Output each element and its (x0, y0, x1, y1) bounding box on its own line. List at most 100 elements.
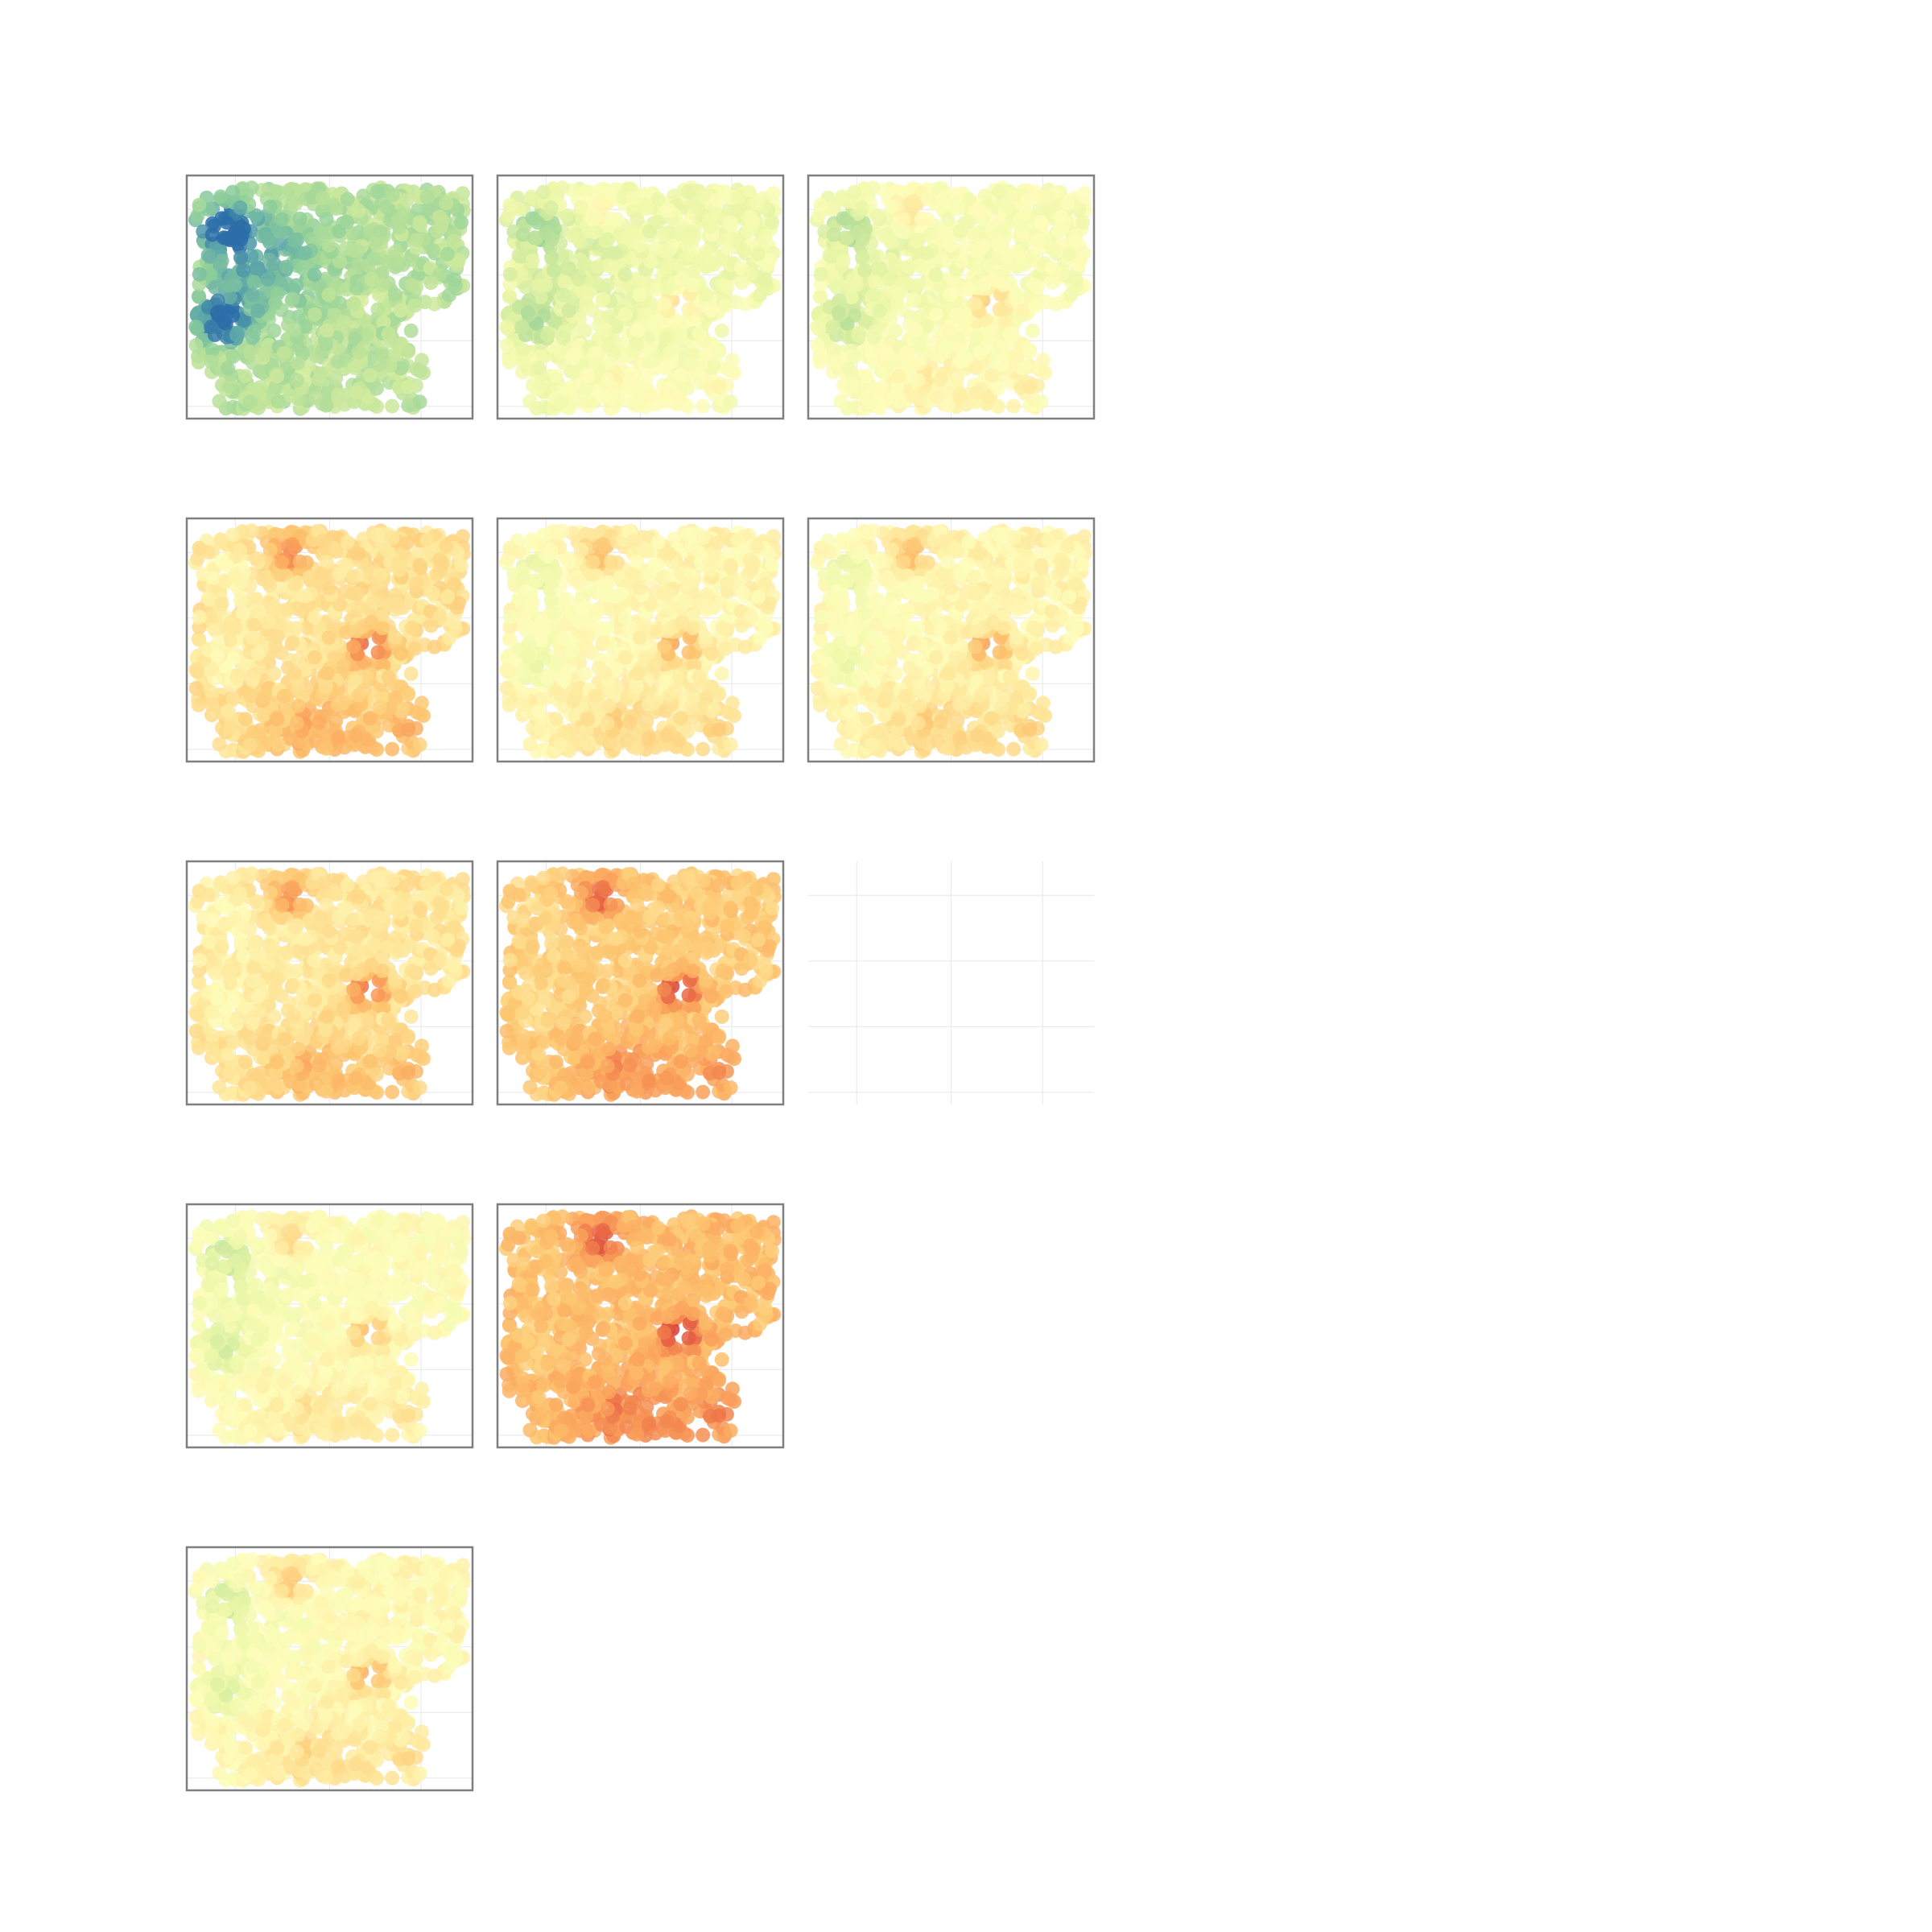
data-point (561, 303, 576, 319)
facet-panel-3 (807, 174, 1096, 420)
data-point (270, 737, 286, 752)
data-point (385, 530, 400, 545)
data-point (840, 215, 856, 230)
data-point (250, 646, 266, 662)
data-point (349, 243, 365, 258)
data-point (204, 354, 219, 369)
data-point (222, 378, 237, 394)
data-point (387, 630, 402, 645)
data-point (530, 215, 545, 230)
data-point (1034, 394, 1049, 410)
data-point (568, 346, 583, 361)
data-point (970, 385, 985, 400)
data-point (698, 287, 713, 302)
data-point (214, 254, 229, 269)
data-point (630, 212, 645, 227)
data-point (673, 368, 688, 383)
data-point (412, 215, 427, 230)
data-point (712, 344, 726, 359)
data-point (555, 330, 571, 345)
data-point (629, 336, 644, 352)
data-point (825, 320, 840, 335)
data-point (890, 295, 905, 311)
data-point (723, 215, 738, 230)
data-point (237, 712, 253, 727)
data-point (191, 697, 206, 712)
data-point (650, 214, 666, 229)
data-point (393, 646, 408, 661)
data-point (723, 737, 738, 753)
data-point (370, 645, 386, 660)
data-point (419, 532, 435, 547)
data-point (345, 226, 361, 241)
data-point (577, 323, 592, 338)
data-point (950, 370, 965, 386)
data-point (374, 621, 390, 636)
data-point (829, 279, 844, 295)
data-point (316, 191, 330, 205)
data-point (991, 184, 1006, 200)
data-point (331, 387, 346, 402)
data-point (1001, 254, 1017, 270)
data-point (1022, 379, 1037, 394)
data-point (340, 535, 355, 550)
data-point (596, 291, 611, 307)
data-point (404, 621, 419, 635)
data-point (287, 322, 302, 337)
data-point (865, 180, 881, 196)
data-point (626, 191, 641, 205)
data-point (822, 248, 837, 262)
data-point (1075, 215, 1091, 230)
data-point (704, 303, 719, 318)
data-point (758, 272, 773, 287)
data-point (1029, 298, 1044, 313)
data-point (703, 220, 718, 235)
data-point (362, 368, 378, 383)
data-point (679, 381, 695, 396)
data-point (370, 302, 386, 317)
data-point (720, 233, 735, 248)
data-point (531, 278, 547, 293)
data-point (906, 194, 922, 209)
data-point (233, 593, 248, 608)
data-point (831, 305, 846, 320)
data-point (289, 278, 304, 293)
data-point (307, 650, 322, 665)
data-point (190, 208, 205, 223)
data-point (737, 296, 753, 312)
data-point (388, 690, 403, 705)
data-point (423, 275, 439, 291)
data-point (188, 662, 204, 677)
data-point (723, 394, 738, 410)
data-point (412, 394, 427, 410)
data-point (330, 354, 345, 369)
data-point (630, 398, 645, 413)
data-point (242, 394, 258, 410)
data-point (440, 246, 455, 262)
data-point (279, 602, 294, 617)
data-point (536, 184, 551, 200)
data-point (287, 233, 303, 249)
data-point (346, 296, 361, 312)
data-point (192, 540, 207, 555)
data-point (557, 275, 572, 290)
data-point (257, 689, 272, 704)
data-point (712, 379, 726, 394)
data-point (369, 576, 385, 591)
data-point (289, 621, 304, 636)
data-point (188, 338, 204, 353)
data-point (369, 527, 385, 543)
data-point (229, 328, 244, 343)
data-point (857, 262, 873, 278)
data-point (374, 278, 390, 293)
data-point (585, 212, 601, 227)
data-point (237, 369, 253, 384)
facet-panel-2 (496, 174, 785, 420)
data-point (349, 280, 364, 295)
data-point (245, 673, 260, 688)
data-point (214, 597, 229, 612)
data-point (1048, 296, 1063, 312)
data-point (285, 634, 300, 650)
data-point (192, 632, 207, 647)
data-point (1026, 278, 1041, 292)
